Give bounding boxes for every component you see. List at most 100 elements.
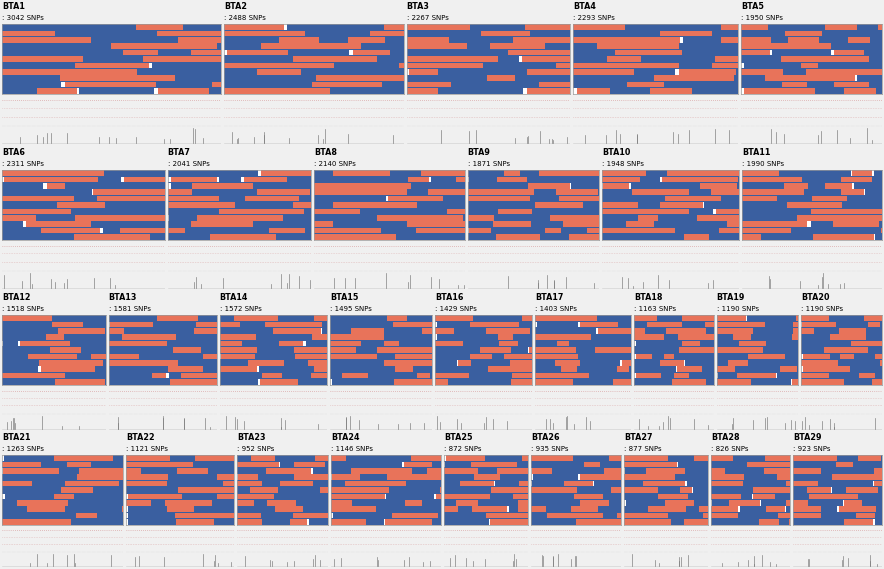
Bar [4, 177, 98, 182]
Bar [555, 63, 570, 68]
Bar [499, 341, 518, 347]
Bar [521, 170, 539, 176]
Bar [290, 519, 307, 525]
Bar [875, 519, 882, 525]
Bar [175, 513, 234, 518]
Bar [225, 88, 331, 94]
Bar [478, 468, 497, 474]
Bar [644, 481, 685, 486]
Bar [55, 31, 157, 36]
Text: BTA1: BTA1 [2, 2, 25, 11]
Bar [377, 506, 441, 512]
Bar [330, 366, 394, 372]
Bar [779, 519, 789, 525]
Bar [698, 506, 708, 512]
Bar [309, 519, 328, 525]
Bar [458, 506, 472, 512]
Bar [648, 506, 686, 512]
Bar [536, 379, 573, 385]
Bar [315, 366, 327, 372]
Bar [435, 315, 473, 321]
Bar [844, 88, 876, 94]
Bar [54, 493, 74, 499]
Bar [314, 315, 327, 321]
Bar [136, 24, 183, 30]
Bar [284, 24, 287, 30]
Bar [346, 455, 411, 461]
Bar [689, 189, 711, 195]
Bar [156, 82, 212, 87]
Bar [411, 183, 464, 189]
Bar [636, 373, 661, 378]
Bar [873, 519, 875, 525]
Text: : 1190 SNPs: : 1190 SNPs [801, 306, 843, 312]
Bar [178, 37, 221, 43]
Bar [742, 75, 765, 81]
Bar [237, 462, 279, 467]
Bar [95, 366, 105, 372]
Bar [167, 196, 219, 201]
Bar [793, 468, 821, 474]
Bar [763, 347, 797, 353]
Bar [683, 37, 721, 43]
Bar [682, 50, 738, 55]
Bar [377, 347, 432, 353]
Bar [265, 468, 310, 474]
Bar [779, 170, 850, 176]
Bar [275, 506, 303, 512]
Bar [304, 209, 311, 214]
Text: : 1572 SNPs: : 1572 SNPs [219, 306, 262, 312]
Bar [311, 373, 327, 378]
Bar [225, 82, 311, 87]
Bar [634, 360, 659, 365]
Bar [457, 360, 458, 365]
Bar [676, 366, 677, 372]
Bar [330, 360, 384, 365]
Bar [822, 31, 882, 36]
Bar [717, 347, 763, 353]
Bar [2, 177, 4, 182]
Bar [496, 234, 539, 240]
Bar [408, 177, 429, 182]
Bar [678, 462, 708, 467]
Bar [569, 341, 631, 347]
Text: : 1581 SNPs: : 1581 SNPs [109, 306, 150, 312]
Bar [711, 506, 738, 512]
Bar [167, 228, 185, 233]
Bar [348, 37, 385, 43]
Bar [489, 519, 491, 525]
Bar [684, 519, 708, 525]
Bar [293, 513, 328, 518]
Bar [446, 455, 485, 461]
Bar [624, 481, 644, 486]
Bar [225, 56, 293, 62]
Bar [67, 462, 91, 467]
Bar [2, 379, 55, 385]
Bar [556, 189, 598, 195]
Bar [804, 189, 841, 195]
Bar [742, 43, 831, 49]
Bar [167, 209, 218, 214]
Bar [840, 353, 855, 359]
Bar [680, 487, 692, 493]
Bar [314, 234, 396, 240]
Bar [793, 519, 843, 525]
Bar [96, 196, 164, 201]
Bar [280, 462, 294, 467]
Bar [330, 328, 351, 333]
Bar [830, 335, 866, 340]
Bar [801, 315, 828, 321]
Bar [793, 481, 818, 486]
Bar [522, 455, 528, 461]
Bar [314, 189, 407, 195]
Bar [314, 170, 332, 176]
Bar [802, 177, 842, 182]
Bar [445, 500, 455, 505]
Bar [278, 37, 319, 43]
Bar [421, 170, 464, 176]
Bar [765, 75, 856, 81]
Bar [349, 50, 353, 55]
Bar [2, 475, 78, 480]
Bar [445, 475, 474, 480]
Bar [733, 335, 751, 340]
